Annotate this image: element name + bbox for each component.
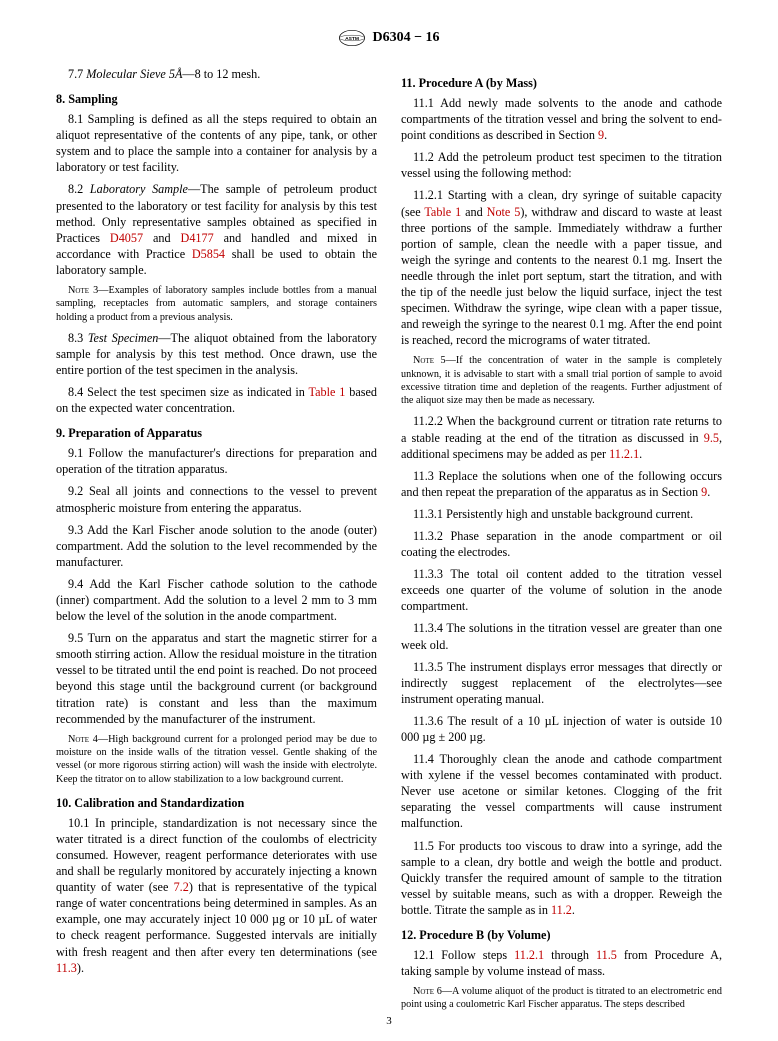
head-10: 10. Calibration and Standardization [56, 796, 377, 811]
ref-11-3: 11.3 [56, 961, 77, 975]
ref-11-2-1: 11.2.1 [609, 447, 639, 461]
designation: D6304 − 16 [372, 30, 439, 46]
right-column: 11. Procedure A (by Mass) 11.1 Add newly… [401, 66, 722, 1018]
left-column: 7.7 Molecular Sieve 5Å—8 to 12 mesh. 8. … [56, 66, 377, 1018]
note-3: Note 3—Examples of laboratory samples in… [56, 284, 377, 324]
ref-11-5: 11.5 [596, 948, 617, 962]
para-9-2: 9.2 Seal all joints and connections to t… [56, 483, 377, 515]
page-number: 3 [0, 1015, 778, 1027]
para-7-7: 7.7 Molecular Sieve 5Å—8 to 12 mesh. [56, 66, 377, 82]
para-9-1: 9.1 Follow the manufacturer's directions… [56, 445, 377, 477]
para-11-3-5: 11.3.5 The instrument displays error mes… [401, 659, 722, 707]
head-8: 8. Sampling [56, 92, 377, 107]
para-9-3: 9.3 Add the Karl Fischer anode solution … [56, 522, 377, 570]
para-9-5: 9.5 Turn on the apparatus and start the … [56, 630, 377, 727]
para-11-5: 11.5 For products too viscous to draw in… [401, 838, 722, 918]
para-11-1: 11.1 Add newly made solvents to the anod… [401, 95, 722, 143]
para-12-1: 12.1 Follow steps 11.2.1 through 11.5 fr… [401, 947, 722, 979]
para-11-3-1: 11.3.1 Persistently high and unstable ba… [401, 506, 722, 522]
para-10-1: 10.1 In principle, standardization is no… [56, 815, 377, 976]
ref-table1-a: Table 1 [309, 385, 346, 399]
para-8-2: 8.2 Laboratory Sample—The sample of petr… [56, 181, 377, 278]
content-columns: 7.7 Molecular Sieve 5Å—8 to 12 mesh. 8. … [56, 66, 722, 1018]
para-11-3: 11.3 Replace the solutions when one of t… [401, 468, 722, 500]
para-11-2: 11.2 Add the petroleum product test spec… [401, 149, 722, 181]
para-9-4: 9.4 Add the Karl Fischer cathode solutio… [56, 576, 377, 624]
ref-d5854: D5854 [192, 247, 225, 261]
ref-d4177: D4177 [181, 231, 214, 245]
note-4: Note 4—High background current for a pro… [56, 733, 377, 786]
svg-text:ASTM: ASTM [346, 36, 360, 42]
para-11-3-4: 11.3.4 The solutions in the titration ve… [401, 620, 722, 652]
ref-11-2: 11.2 [551, 903, 572, 917]
para-11-3-2: 11.3.2 Phase separation in the anode com… [401, 528, 722, 560]
para-8-1: 8.1 Sampling is defined as all the steps… [56, 111, 377, 175]
head-12: 12. Procedure B (by Volume) [401, 928, 722, 943]
page-container: ASTM D6304 − 16 7.7 Molecular Sieve 5Å—8… [0, 0, 778, 1041]
ref-7-2: 7.2 [174, 880, 189, 894]
ref-9-5: 9.5 [704, 431, 719, 445]
ref-11-2-1b: 11.2.1 [514, 948, 544, 962]
para-11-3-6: 11.3.6 The result of a 10 µL injection o… [401, 713, 722, 745]
note-5: Note 5—If the concentration of water in … [401, 354, 722, 407]
para-11-2-1: 11.2.1 Starting with a clean, dry syring… [401, 187, 722, 348]
ref-note5: Note 5 [487, 205, 521, 219]
head-9: 9. Preparation of Apparatus [56, 426, 377, 441]
page-header: ASTM D6304 − 16 [56, 28, 722, 48]
para-8-3: 8.3 Test Specimen—The aliquot obtained f… [56, 330, 377, 378]
para-11-2-2: 11.2.2 When the background current or ti… [401, 413, 722, 461]
ref-table1-b: Table 1 [424, 205, 461, 219]
head-11: 11. Procedure A (by Mass) [401, 76, 722, 91]
para-8-4: 8.4 Select the test specimen size as ind… [56, 384, 377, 416]
ref-d4057: D4057 [110, 231, 143, 245]
astm-logo: ASTM [338, 28, 366, 48]
note-6: Note 6—A volume aliquot of the product i… [401, 985, 722, 1012]
para-11-3-3: 11.3.3 The total oil content added to th… [401, 566, 722, 614]
para-11-4: 11.4 Thoroughly clean the anode and cath… [401, 751, 722, 831]
